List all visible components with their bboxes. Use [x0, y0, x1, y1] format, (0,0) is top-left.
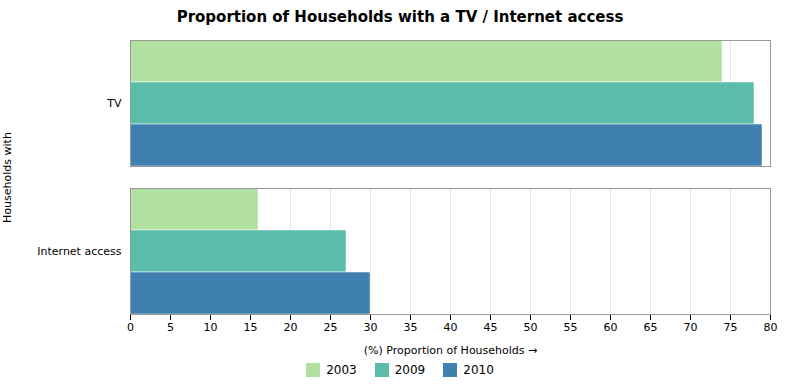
svg-text:70: 70: [684, 321, 698, 334]
svg-text:50: 50: [524, 321, 538, 334]
html-text:Proportion of Households with: Proportion of Households with a TV / Int…: [176, 8, 624, 26]
svg-text:65: 65: [644, 321, 658, 334]
svg-text:5: 5: [167, 321, 174, 334]
svg-text:60: 60: [604, 321, 618, 334]
svg-text:20: 20: [284, 321, 298, 334]
svg-text:55: 55: [564, 321, 578, 334]
svg-text:0: 0: [127, 321, 134, 334]
svg-text:75: 75: [724, 321, 738, 334]
html-text:2003: 2003: [326, 363, 357, 377]
html-text:2010: 2010: [463, 363, 494, 377]
svg-text:35: 35: [404, 321, 418, 334]
svg-text:10: 10: [204, 321, 218, 334]
svg-text:30: 30: [364, 321, 378, 334]
svg-text:(%) Proportion of Households →: (%) Proportion of Households →: [364, 344, 538, 357]
svg-text:Households with: Households with: [1, 132, 14, 223]
svg-text:15: 15: [244, 321, 258, 334]
svg-text:80: 80: [764, 321, 778, 334]
svg-text:Internet access: Internet access: [37, 245, 122, 258]
svg-text:45: 45: [484, 321, 498, 334]
html-text:2009: 2009: [394, 363, 426, 377]
svg-text:TV: TV: [106, 97, 122, 110]
svg-text:25: 25: [324, 321, 338, 334]
svg-text:40: 40: [444, 321, 458, 334]
